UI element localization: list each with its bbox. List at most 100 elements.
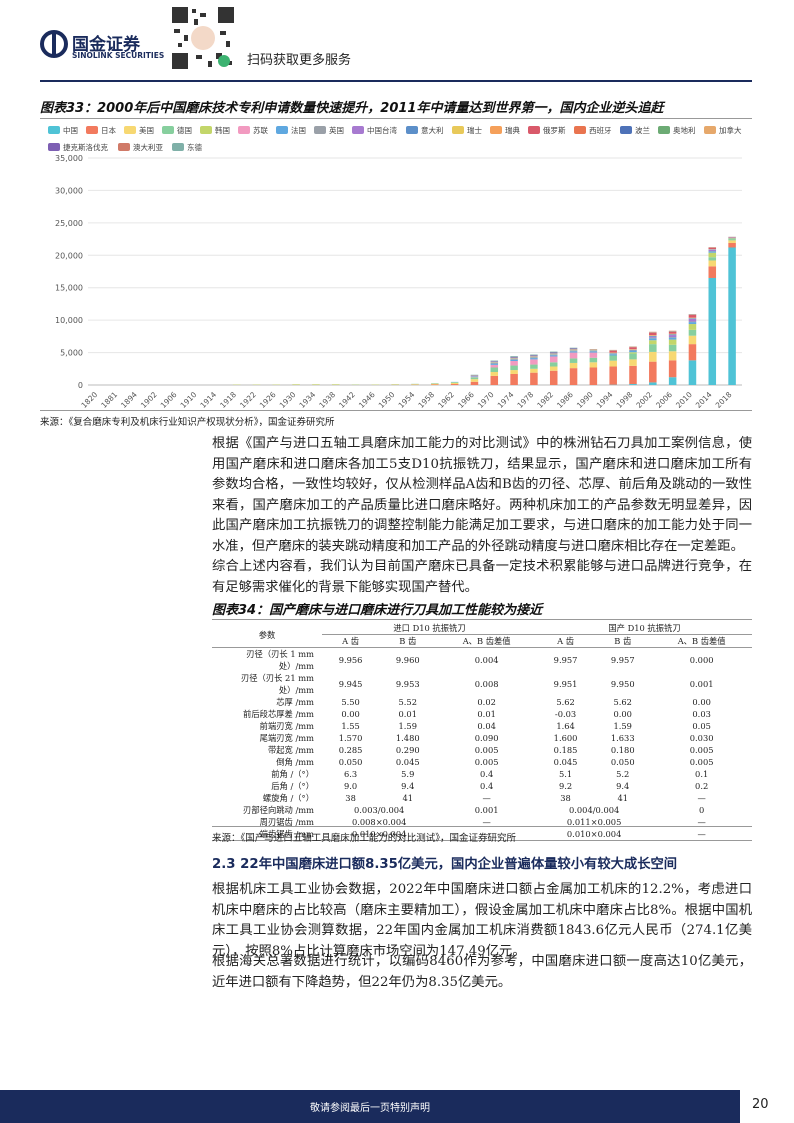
bar-segment xyxy=(549,356,558,363)
table-cell: 0.180 xyxy=(610,745,635,755)
x-tick-label: 1958 xyxy=(416,390,436,410)
x-tick-label: 1910 xyxy=(179,390,199,410)
bar-segment xyxy=(549,366,558,371)
legend-swatch xyxy=(452,126,464,134)
bar-segment xyxy=(431,383,439,385)
bar-segment xyxy=(629,365,637,385)
table-cell: 1.570 xyxy=(338,733,363,743)
table-cell: — xyxy=(482,817,491,827)
bar-segment xyxy=(589,350,598,352)
table-cell: 0.008×0.004 xyxy=(351,817,407,827)
bar-segment xyxy=(549,354,558,356)
row-label: 螺旋角 /（°） xyxy=(262,793,314,803)
legend-label: 韩国 xyxy=(215,125,230,135)
x-tick-label: 1954 xyxy=(397,390,417,410)
legend-swatch xyxy=(528,126,540,134)
bar-segment xyxy=(649,337,657,339)
y-tick-label: 10,000 xyxy=(55,316,83,325)
table-row: 芯厚 /mm 5.50 5.52 0.02 5.62 5.62 0.00 xyxy=(212,696,752,708)
bar-segment xyxy=(708,266,717,278)
x-tick-label: 1974 xyxy=(496,390,516,410)
bar-segment xyxy=(728,239,736,241)
table-cell: 1.59 xyxy=(613,721,632,731)
bar-segment xyxy=(589,351,598,353)
table-cell: — xyxy=(436,828,537,841)
legend-label: 瑞典 xyxy=(505,125,520,135)
bar-segment xyxy=(490,362,499,364)
bar-segment xyxy=(450,382,459,385)
table-cell: 41 xyxy=(617,793,628,803)
bar-segment xyxy=(708,251,717,253)
bar-segment xyxy=(629,352,637,354)
header-cell: 参数 xyxy=(212,622,322,648)
bar-segment xyxy=(708,252,717,258)
figure-title: 图表34：国产磨床与进口磨床进行刀具加工性能较为接近 xyxy=(212,603,543,618)
x-tick-label: 1962 xyxy=(436,390,456,410)
bar-segment xyxy=(668,377,677,385)
bar-segment xyxy=(589,367,598,385)
table-cell: 9.4 xyxy=(401,781,415,791)
x-tick-label: 1820 xyxy=(79,390,99,410)
header-cell: A、B 齿差值 xyxy=(651,634,752,648)
paragraph: 根据海关总署数据进行统计，以编码8460作为参考，中国磨床进口额一度高达10亿美… xyxy=(212,954,752,990)
bar-segment xyxy=(510,356,518,358)
table-cell: 9.4 xyxy=(616,781,630,791)
legend-label: 英国 xyxy=(329,125,344,135)
table-cell: 9.950 xyxy=(610,679,635,689)
legend-swatch xyxy=(620,126,632,134)
table-cell: — xyxy=(482,793,491,803)
x-tick-label: 1950 xyxy=(377,390,397,410)
bar-segment xyxy=(728,242,736,248)
y-tick-label: 25,000 xyxy=(55,219,83,228)
table-cell: 0.045 xyxy=(553,757,578,767)
bar-segment xyxy=(649,338,657,341)
figure-title: 图表33：2000年后中国磨床技术专利申请数量快速提升，2011年中请量达到世界… xyxy=(40,101,664,116)
table-cell: 5.52 xyxy=(398,697,417,707)
bar-segment xyxy=(490,364,499,368)
legend-swatch xyxy=(574,126,586,134)
x-tick-label: 1922 xyxy=(238,390,258,410)
table-cell: 0 xyxy=(699,805,705,815)
x-tick-label: 1986 xyxy=(555,390,575,410)
bar-segment xyxy=(668,331,677,334)
bar-segment xyxy=(708,247,717,249)
y-tick-label: 15,000 xyxy=(55,284,83,293)
table-cell: 0.004 xyxy=(474,655,499,665)
legend-swatch xyxy=(276,126,288,134)
table-cell: 6.3 xyxy=(343,769,358,779)
x-tick-label: 1906 xyxy=(159,390,179,410)
table-cell: 0.050 xyxy=(610,757,635,767)
table-cell: 5.1 xyxy=(558,769,573,779)
header-cell: A 齿 xyxy=(322,634,380,648)
table-cell: 9.960 xyxy=(395,655,420,665)
legend-label: 捷克斯洛伐克 xyxy=(63,142,108,152)
x-tick-label: 1966 xyxy=(456,390,476,410)
bar-segment xyxy=(530,359,538,365)
legend-swatch xyxy=(200,126,212,134)
bar-segment xyxy=(668,337,677,338)
legend-label: 意大利 xyxy=(421,125,444,135)
figure-rule xyxy=(40,118,752,119)
qr-code xyxy=(170,5,236,71)
bar-segment xyxy=(431,384,439,385)
table-cell: 9.953 xyxy=(395,679,420,689)
x-tick-label: 1918 xyxy=(218,390,238,410)
table-cell: 1.633 xyxy=(610,733,635,743)
figure-source: 来源：《国产与进口五轴工具磨床加工能力的对比测试》，国金证券研究所 xyxy=(212,833,517,844)
legend-swatch xyxy=(490,126,502,134)
bar-segment xyxy=(609,350,617,353)
bar-segment xyxy=(569,352,578,359)
header-cell: 国产 D10 抗振铣刀 xyxy=(536,622,752,635)
table-cell: 0.001 xyxy=(689,679,714,689)
bar-segment xyxy=(688,318,697,319)
legend-swatch xyxy=(48,126,60,134)
bar-segment xyxy=(569,347,578,349)
bar-segment xyxy=(312,384,320,385)
x-tick-label: 1930 xyxy=(278,390,298,410)
table-cell: 0.008 xyxy=(474,679,499,689)
bar-segment xyxy=(391,384,399,385)
table-cell: 0.005 xyxy=(689,757,714,767)
table-cell: 5.50 xyxy=(341,697,360,707)
table-cell: 0.290 xyxy=(395,745,420,755)
figure-rule xyxy=(212,826,752,827)
